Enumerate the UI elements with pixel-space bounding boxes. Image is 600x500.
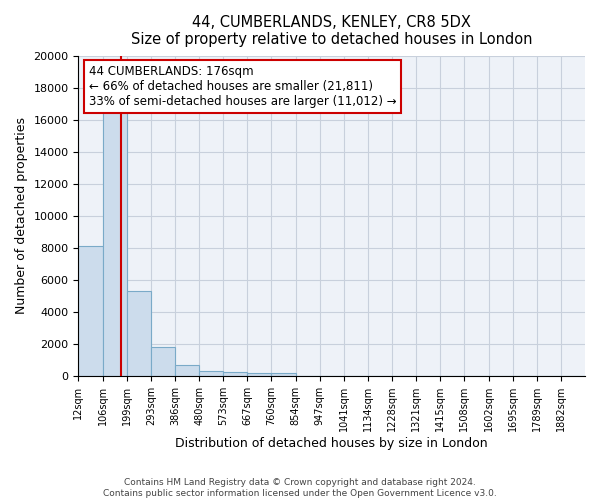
Bar [175, 365, 199, 376]
Bar [247, 373, 271, 376]
Text: 44 CUMBERLANDS: 176sqm
← 66% of detached houses are smaller (21,811)
33% of semi: 44 CUMBERLANDS: 176sqm ← 66% of detached… [89, 65, 396, 108]
X-axis label: Distribution of detached houses by size in London: Distribution of detached houses by size … [175, 437, 488, 450]
Bar [271, 373, 296, 376]
Title: 44, CUMBERLANDS, KENLEY, CR8 5DX
Size of property relative to detached houses in: 44, CUMBERLANDS, KENLEY, CR8 5DX Size of… [131, 15, 532, 48]
Bar [127, 291, 151, 376]
Bar [223, 372, 247, 376]
Y-axis label: Number of detached properties: Number of detached properties [15, 118, 28, 314]
Bar [199, 372, 223, 376]
Bar [151, 348, 175, 376]
Bar [79, 246, 103, 376]
Bar [103, 112, 127, 376]
Text: Contains HM Land Registry data © Crown copyright and database right 2024.
Contai: Contains HM Land Registry data © Crown c… [103, 478, 497, 498]
